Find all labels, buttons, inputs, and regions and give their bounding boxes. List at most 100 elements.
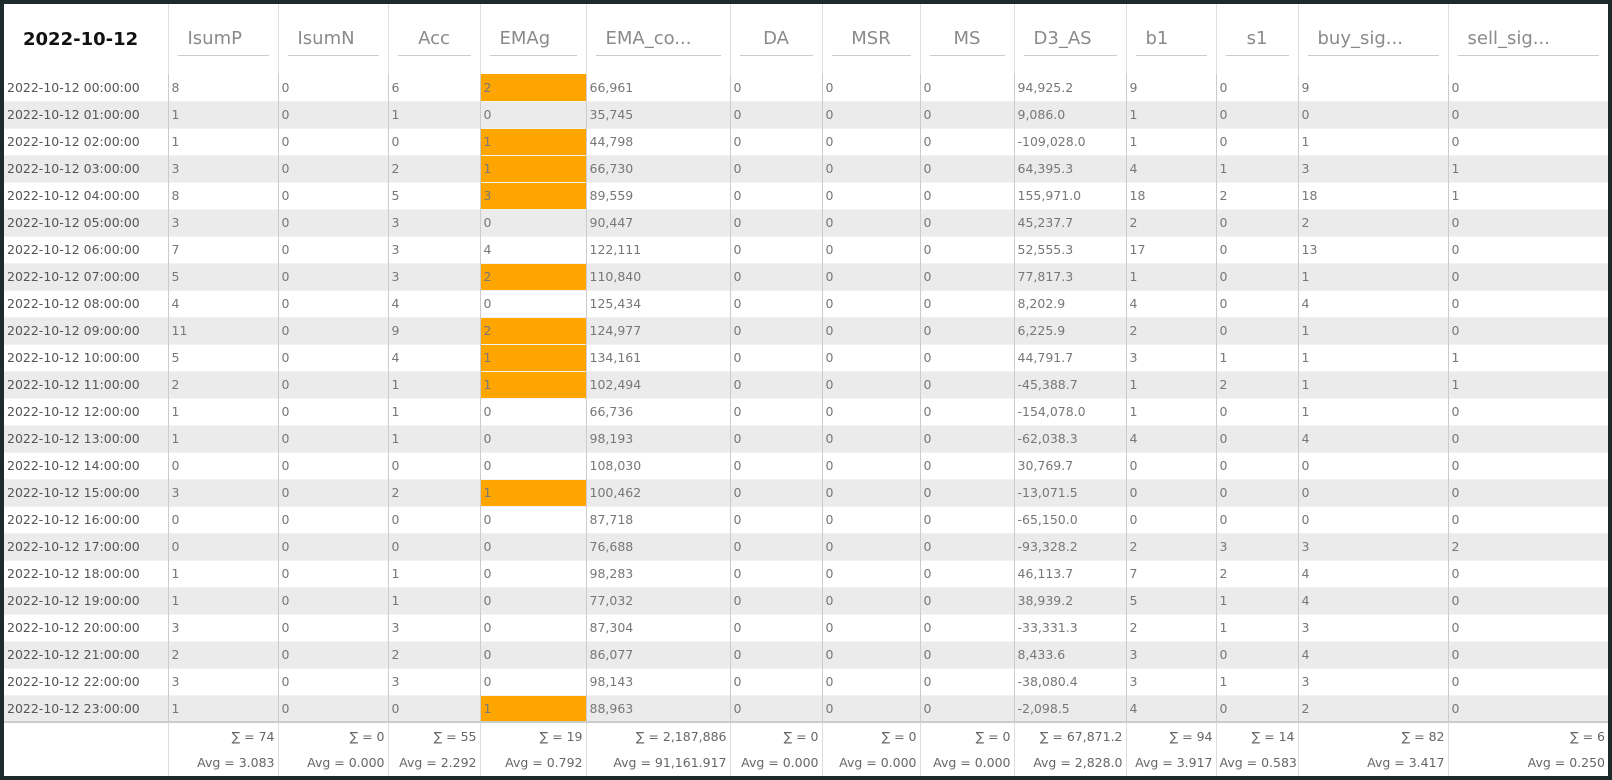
value-cell: 4 <box>1125 155 1216 182</box>
value-cell: 98,193 <box>585 425 730 452</box>
data-row: 2022-10-12 05:00:00 3 0 3 0 90,447 0 0 0 45,237.7… <box>4 209 1608 236</box>
value-cell: 102,494 <box>585 371 730 398</box>
timestamp-cell: 2022-10-12 19:00:00 <box>4 587 168 614</box>
value-cell: 0 <box>821 101 920 128</box>
value-cell: 0 <box>729 182 822 209</box>
value-cell: 0 <box>729 614 822 641</box>
column-title[interactable]: D3_AS <box>1023 22 1117 56</box>
column-title[interactable]: DA <box>739 22 813 56</box>
value-cell: 0 <box>387 533 480 560</box>
value-cell: 0 <box>1297 506 1448 533</box>
column-header[interactable]: buy_sig... <box>1298 4 1449 74</box>
value-cell: 3 <box>1215 533 1298 560</box>
value-cell: 110,840 <box>585 263 730 290</box>
column-header[interactable]: D3_AS <box>1014 4 1127 74</box>
value-cell: 0 <box>277 317 388 344</box>
value-cell: 2 <box>1125 209 1216 236</box>
column-header[interactable]: EMA_co... <box>586 4 731 74</box>
column-header[interactable]: Acc <box>388 4 481 74</box>
timestamp-cell: 2022-10-12 22:00:00 <box>7 674 140 689</box>
value-cell: 0 <box>1447 614 1608 641</box>
value-cell: 0 <box>821 479 920 506</box>
value-cell: 0 <box>1215 101 1298 128</box>
value-cell: 0 <box>729 371 822 398</box>
column-header[interactable]: MS <box>920 4 1015 74</box>
value-cell: 17 <box>1125 236 1216 263</box>
column-title[interactable]: EMAg <box>489 22 577 56</box>
column-title[interactable]: sell_sig... <box>1457 22 1599 56</box>
value-cell: 13 <box>1297 236 1448 263</box>
timestamp-cell: 2022-10-12 14:00:00 <box>7 458 140 473</box>
data-row: 2022-10-12 20:00:00 3 0 3 0 87,304 0 0 0 -33,331.… <box>4 614 1608 641</box>
column-title[interactable]: MS <box>929 22 1005 56</box>
column-title[interactable]: b1 <box>1135 22 1207 56</box>
column-title[interactable]: buy_sig... <box>1307 22 1439 56</box>
value-cell: 0 <box>1215 398 1298 425</box>
value-cell: 64,395.3 <box>1013 155 1126 182</box>
value-cell: 155,971.0 <box>1013 182 1126 209</box>
timestamp-cell: 2022-10-12 02:00:00 <box>7 134 140 149</box>
value-cell: 0 <box>1447 452 1608 479</box>
data-row: 2022-10-12 14:00:00 0 0 0 0 108,030 0 0 0 30,769.… <box>4 452 1608 479</box>
value-cell: 1 <box>1215 614 1298 641</box>
value-cell: 1 <box>387 371 480 398</box>
value-cell: 2 <box>1125 614 1216 641</box>
value-cell: 0 <box>729 101 822 128</box>
data-row: 2022-10-12 01:00:00 1 0 1 0 35,745 0 0 0 9,086.0 1… <box>4 101 1608 128</box>
value-cell: 0 <box>479 614 586 641</box>
value-cell: 0 <box>479 101 586 128</box>
column-title[interactable]: IsumP <box>177 22 269 56</box>
value-cell: 0 <box>821 641 920 668</box>
value-cell: 1 <box>1297 371 1448 398</box>
value-cell: 0 <box>919 641 1014 668</box>
value-cell: 0 <box>479 641 586 668</box>
value-cell: 5 <box>387 182 480 209</box>
column-title[interactable]: Acc <box>397 22 471 56</box>
value-cell: 66,730 <box>585 155 730 182</box>
column-title[interactable]: MSR <box>831 22 911 56</box>
column-title[interactable]: EMA_co... <box>595 22 721 56</box>
average-cell: Avg = 3.917 <box>1125 749 1216 776</box>
value-cell: 0 <box>1125 452 1216 479</box>
column-header[interactable]: b1 <box>1126 4 1217 74</box>
column-title[interactable]: s1 <box>1225 22 1289 56</box>
column-header[interactable]: IsumP <box>168 4 279 74</box>
value-cell: 0 <box>821 533 920 560</box>
value-cell: 0 <box>729 641 822 668</box>
column-header[interactable]: EMAg <box>480 4 587 74</box>
value-cell: 0 <box>277 128 388 155</box>
column-header[interactable]: sell_sig... <box>1448 4 1608 74</box>
value-cell: 0 <box>919 452 1014 479</box>
sum-cell: ∑ = 2,187,886 <box>585 721 730 749</box>
value-cell: 1 <box>1297 263 1448 290</box>
average-cell: Avg = 2,828.0 <box>1013 749 1126 776</box>
value-cell: 0 <box>479 533 586 560</box>
value-cell: 7 <box>167 236 278 263</box>
value-cell: 0 <box>1215 695 1298 722</box>
value-cell: 9 <box>387 317 480 344</box>
sum-cell: ∑ = 19 <box>479 721 586 749</box>
value-cell: 4 <box>1125 425 1216 452</box>
data-row: 2022-10-12 04:00:00 8 0 5 3 89,559 0 0 0 155,971.… <box>4 182 1608 209</box>
column-header[interactable]: s1 <box>1216 4 1299 74</box>
value-cell: 0 <box>919 236 1014 263</box>
value-cell: 0 <box>1447 587 1608 614</box>
column-header[interactable]: MSR <box>822 4 921 74</box>
value-cell: 66,961 <box>585 74 730 101</box>
value-cell: 0 <box>1215 236 1298 263</box>
column-header[interactable]: DA <box>730 4 823 74</box>
sum-cell: ∑ = 0 <box>277 721 388 749</box>
value-cell: 0 <box>479 587 586 614</box>
value-cell: 2 <box>479 74 586 101</box>
value-cell: 89,559 <box>585 182 730 209</box>
value-cell: 0 <box>277 695 388 722</box>
column-header[interactable]: IsumN <box>278 4 389 74</box>
value-cell: 0 <box>1215 128 1298 155</box>
value-cell: 86,077 <box>585 641 730 668</box>
column-title[interactable]: IsumN <box>287 22 379 56</box>
data-row: 2022-10-12 18:00:00 1 0 1 0 98,283 0 0 0 46,113.7… <box>4 560 1608 587</box>
value-cell: 0 <box>1215 479 1298 506</box>
value-cell: 1 <box>479 695 586 722</box>
value-cell: 2 <box>479 263 586 290</box>
